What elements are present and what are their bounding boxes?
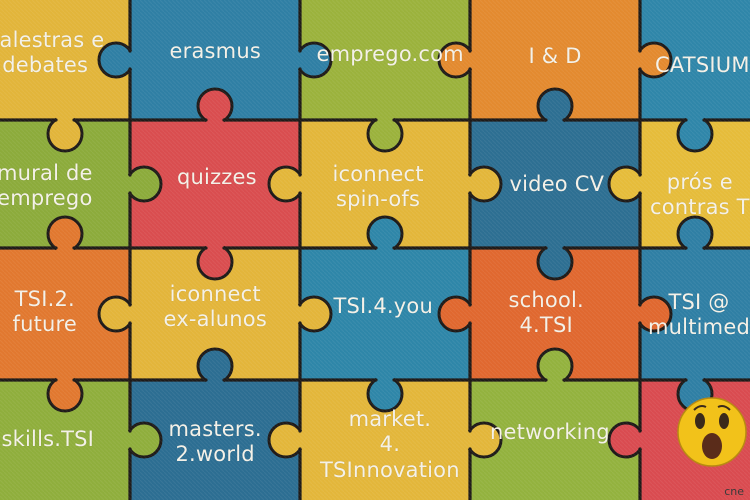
banner-footnote: cne bbox=[724, 485, 744, 498]
tile-label-catsium: CATSIUM bbox=[655, 53, 750, 77]
tile-label-skills: skills.TSI bbox=[1, 427, 95, 451]
tile-label-erasmus: erasmus bbox=[169, 39, 261, 63]
tile-label-pros_contras: prós e contras T bbox=[650, 169, 750, 220]
tile-label-iconnect_spin: iconnect spin-ofs bbox=[332, 161, 424, 212]
tile-label-video_cv: video CV bbox=[509, 172, 605, 196]
shocked-emoji-icon bbox=[677, 397, 747, 467]
tile-label-masters: masters. 2.world bbox=[168, 416, 262, 467]
tile-label-networking: networking bbox=[490, 420, 610, 444]
tile-label-school4tsi: school. 4.TSI bbox=[508, 287, 584, 338]
tile-label-market: market. 4. TSInnovation bbox=[320, 406, 460, 482]
tile-label-tsi2future: TSI.2. future bbox=[12, 286, 78, 337]
tile-label-iconnect_ex: iconnect ex-alunos bbox=[163, 281, 267, 332]
tile-label-mural: mural de emprego bbox=[0, 160, 93, 211]
tile-label-tsi_multimedia: TSI @ multimed bbox=[648, 289, 750, 340]
tile-label-tsi4you: TSI.4.you bbox=[333, 294, 433, 318]
tile-label-quizzes: quizzes bbox=[177, 165, 257, 189]
tile-label-emprego_com: emprego.com bbox=[316, 42, 464, 66]
tile-label-i_d: I & D bbox=[528, 44, 582, 68]
